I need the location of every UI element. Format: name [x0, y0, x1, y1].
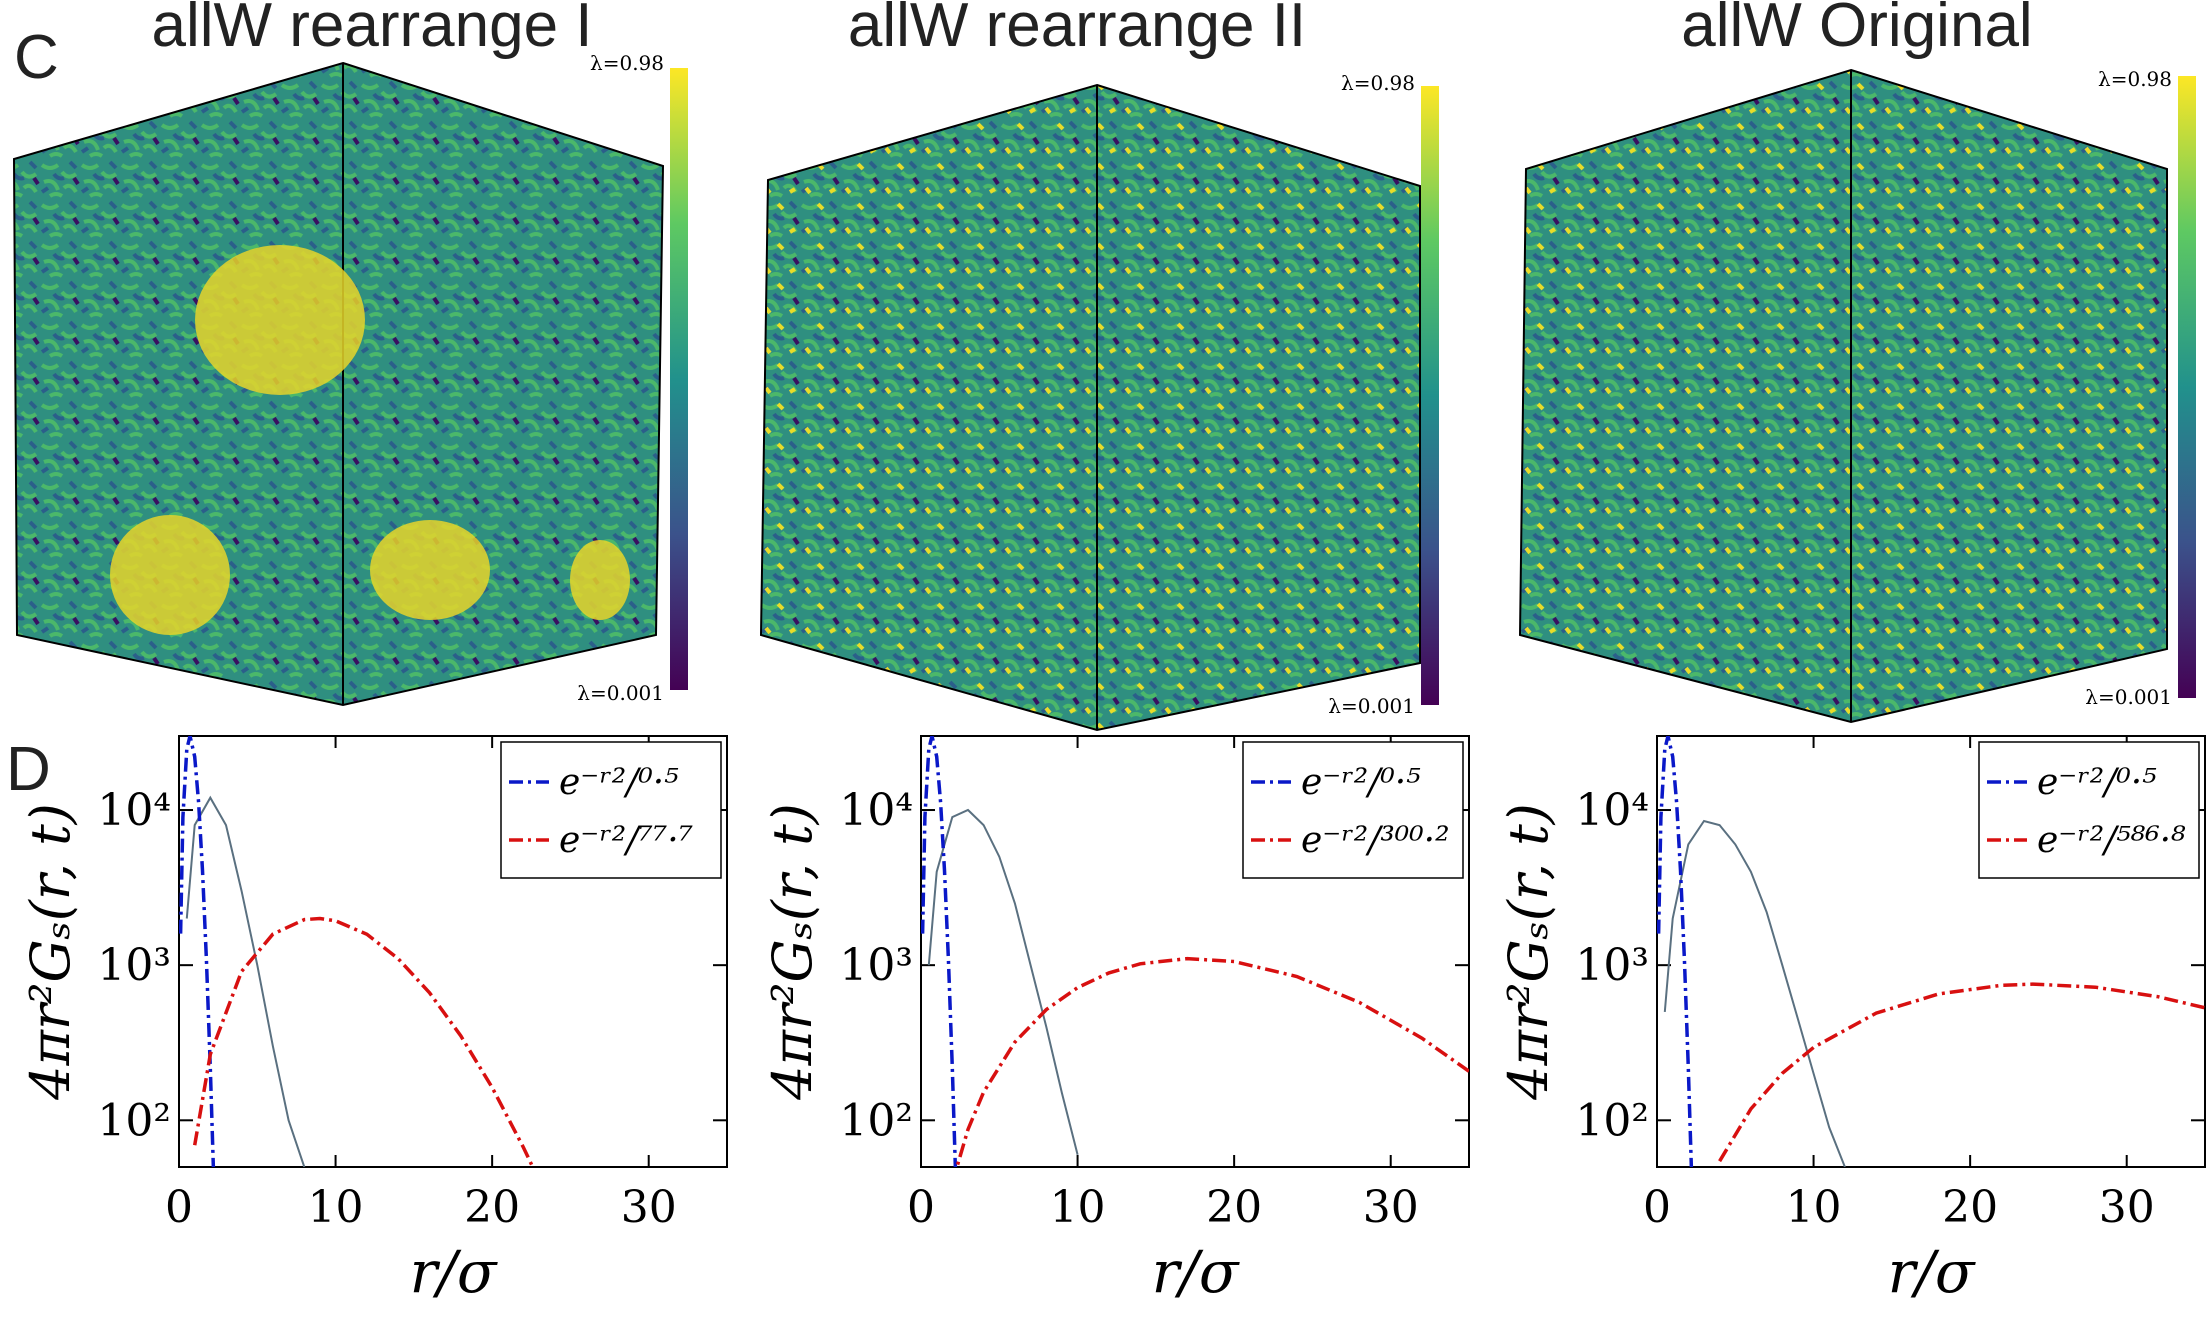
legend-label: e⁻ʳ²/⁷⁷·⁷ [559, 820, 693, 861]
colorbar-label: λ=0.001 [577, 681, 664, 705]
colorbar [2178, 76, 2196, 698]
y-tick-label: 10² [1575, 1095, 1649, 1146]
x-tick-label: 30 [1363, 1182, 1419, 1233]
x-tick-label: 0 [165, 1182, 193, 1233]
render-cube [1518, 68, 2168, 724]
x-tick-label: 0 [1643, 1182, 1671, 1233]
legend-box [1978, 741, 2200, 879]
x-tick-label: 10 [308, 1182, 364, 1233]
data-line [927, 808, 1079, 1155]
y-axis-label: 4πr²Gₛ(r, t) [19, 803, 82, 1101]
y-tick-label: 10² [97, 1095, 171, 1146]
y-tick-label: 10² [839, 1095, 913, 1146]
x-tick-label: 10 [1050, 1182, 1106, 1233]
legend-label: e⁻ʳ²/⁰·⁵ [1301, 762, 1421, 803]
colorbar-label: λ=0.98 [1341, 71, 1415, 95]
legend-box [1242, 741, 1464, 879]
colorbar [1421, 86, 1439, 705]
data-line [1663, 819, 1846, 1167]
y-tick-label: 10³ [97, 940, 171, 991]
legend-label: e⁻ʳ²/⁰·⁵ [559, 762, 679, 803]
x-tick-label: 20 [1942, 1182, 1998, 1233]
legend-label: e⁻ʳ²/⁰·⁵ [2037, 762, 2157, 803]
legend-label: e⁻ʳ²/³⁰⁰·² [1301, 820, 1450, 861]
panel-label: D [6, 735, 51, 804]
colorbar-label: λ=0.98 [590, 51, 664, 75]
render-cube [12, 61, 665, 707]
legend-label: e⁻ʳ²/⁵⁸⁶·⁸ [2037, 820, 2186, 861]
legend: e⁻ʳ²/⁰·⁵ e⁻ʳ²/⁷⁷·⁷ [500, 741, 722, 879]
data-line [192, 916, 535, 1167]
data-line [1718, 982, 2205, 1163]
legend-box [500, 741, 722, 879]
y-tick-label: 10³ [1575, 940, 1649, 991]
x-tick-label: 20 [1206, 1182, 1262, 1233]
x-axis-label: r/σ [1888, 1238, 1976, 1306]
plot-frame [178, 735, 728, 1168]
y-tick-label: 10⁴ [97, 785, 171, 836]
x-axis-label: r/σ [410, 1238, 498, 1306]
x-tick-label: 30 [2099, 1182, 2155, 1233]
panel-label: C [14, 23, 59, 92]
y-axis-label: 4πr²Gₛ(r, t) [1497, 803, 1560, 1101]
plot-lines [921, 736, 1469, 1167]
x-tick-label: 0 [907, 1182, 935, 1233]
colorbar-label: λ=0.001 [2085, 685, 2172, 709]
plot-frame [1656, 735, 2206, 1168]
x-tick-label: 10 [1786, 1182, 1842, 1233]
render-title: allW rearrange II [848, 0, 1306, 60]
colorbar [670, 68, 688, 690]
data-line [185, 795, 306, 1167]
y-tick-label: 10³ [839, 940, 913, 991]
legend: e⁻ʳ²/⁰·⁵ e⁻ʳ²/³⁰⁰·² [1242, 741, 1464, 879]
y-tick-label: 10⁴ [839, 785, 913, 836]
x-tick-label: 30 [621, 1182, 677, 1233]
render-cube [759, 83, 1421, 732]
colorbar-label: λ=0.001 [1328, 694, 1415, 718]
colorbar-label: λ=0.98 [2098, 67, 2172, 91]
plot-frame [920, 735, 1470, 1168]
plot-lines [1657, 736, 2205, 1167]
plot-lines [179, 736, 535, 1167]
render-title: allW Original [1681, 0, 2032, 60]
x-axis-label: r/σ [1152, 1238, 1240, 1306]
y-tick-label: 10⁴ [1575, 785, 1649, 836]
legend: e⁻ʳ²/⁰·⁵ e⁻ʳ²/⁵⁸⁶·⁸ [1978, 741, 2200, 879]
x-tick-label: 20 [464, 1182, 520, 1233]
render-title: allW rearrange I [151, 0, 592, 60]
y-axis-label: 4πr²Gₛ(r, t) [761, 803, 824, 1101]
data-line [955, 956, 1469, 1167]
